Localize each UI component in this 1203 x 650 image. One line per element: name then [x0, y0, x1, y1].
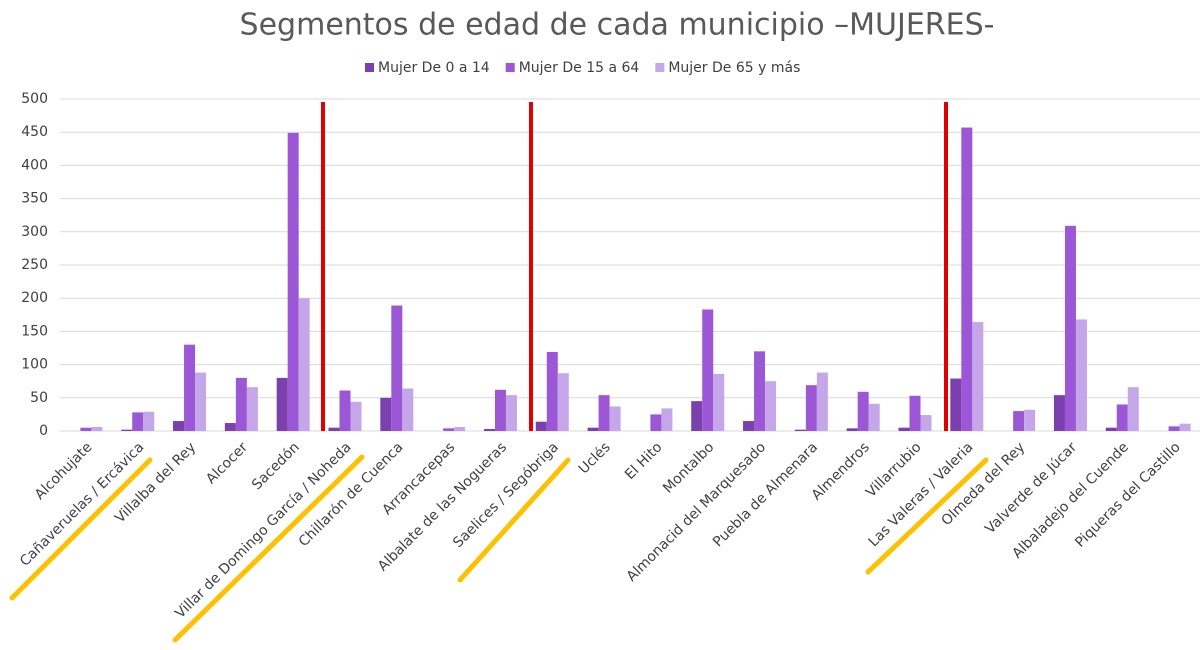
bar: [805, 385, 817, 431]
y-tick-label: 50: [30, 390, 48, 406]
bar: [143, 411, 155, 431]
bar: [505, 395, 517, 431]
bar: [1127, 387, 1139, 431]
bar: [713, 373, 725, 431]
bar: [380, 397, 392, 431]
bar: [587, 427, 599, 431]
plot-area: 050100150200250300350400450500Alcohujate…: [17, 91, 1200, 622]
bar: [246, 387, 258, 431]
bar: [328, 427, 340, 431]
bar: [598, 395, 610, 431]
bar: [298, 298, 310, 431]
bar: [1105, 427, 1117, 431]
bar: [846, 428, 858, 431]
bar: [754, 351, 766, 431]
bar: [454, 427, 466, 431]
annotations: [9, 102, 989, 643]
x-tick-label: Piqueras del Castillo: [1072, 439, 1184, 551]
bar: [443, 428, 455, 431]
bar: [535, 421, 547, 431]
x-tick-label: Uclés: [576, 439, 614, 477]
legend-swatch: [505, 63, 515, 72]
bar: [557, 373, 569, 431]
bar: [173, 421, 185, 431]
x-tick-label: Las Valeras / Valeria: [866, 439, 977, 550]
bar: [350, 401, 362, 431]
bar: [1179, 423, 1191, 431]
bar: [132, 412, 144, 431]
x-tick-label: Alcocer: [203, 439, 251, 487]
y-tick-label: 150: [21, 323, 48, 339]
x-tick-label: Sacedón: [249, 439, 303, 493]
bar: [1053, 395, 1065, 431]
y-tick-label: 500: [21, 91, 48, 107]
bar: [898, 427, 910, 431]
bar: [1116, 404, 1128, 431]
legend: Mujer De 0 a 14 Mujer De 15 a 64 Mujer De …: [365, 60, 800, 76]
bar: [868, 403, 880, 431]
x-tick-label: Valverde de Júcar: [982, 439, 1080, 537]
y-tick-label: 450: [21, 124, 48, 140]
highlight-stroke: [865, 457, 989, 575]
y-tick-label: 250: [21, 257, 48, 273]
bar: [1013, 411, 1025, 431]
y-tick-label: 300: [21, 224, 48, 240]
bar: [235, 377, 247, 431]
bar: [691, 401, 703, 431]
y-tick-label: 200: [21, 290, 48, 306]
bar: [287, 132, 299, 431]
bar: [743, 421, 755, 431]
x-tick-label: Chillarón de Cuenca: [296, 439, 407, 550]
x-tick-label: El Hito: [622, 439, 666, 483]
legend-swatch: [365, 63, 374, 72]
legend-label: Mujer De 65 y más: [668, 60, 800, 76]
bar: [816, 372, 828, 431]
bar: [702, 309, 714, 431]
bar: [224, 423, 236, 431]
highlight-stroke: [9, 457, 153, 601]
highlight-stroke: [457, 457, 571, 583]
highlight-stroke: [172, 454, 365, 643]
bar: [972, 322, 984, 431]
bar: [546, 351, 558, 431]
bar: [661, 408, 673, 431]
bar: [765, 381, 777, 431]
bar: [1024, 409, 1036, 431]
y-tick-label: 0: [39, 423, 48, 439]
legend-label: Mujer De 0 a 14: [378, 60, 490, 76]
y-tick-label: 350: [21, 191, 48, 207]
x-tick-label: Puebla de Almenara: [710, 439, 821, 550]
bar: [494, 389, 506, 431]
bar: [391, 305, 403, 431]
bar: [650, 414, 662, 431]
bar: [609, 406, 621, 431]
legend-swatch: [655, 63, 665, 72]
y-tick-label: 400: [21, 157, 48, 173]
bar: [276, 377, 288, 431]
bar: [920, 415, 932, 431]
bar: [91, 427, 103, 431]
bar: [794, 429, 806, 431]
bar: [857, 391, 869, 431]
bar: [1075, 319, 1087, 431]
bar: [483, 429, 495, 431]
chart-title: Segmentos de edad de cada municipio –MUJ…: [240, 8, 995, 43]
bar: [195, 372, 207, 431]
bar: [1168, 426, 1180, 431]
y-tick-label: 100: [21, 357, 48, 373]
bar: [184, 344, 196, 431]
bar: [339, 390, 351, 431]
bar: [961, 127, 973, 431]
bar: [121, 429, 133, 431]
bar: [80, 427, 92, 431]
bar: [402, 388, 414, 431]
legend-label: Mujer De 15 a 64: [519, 60, 640, 76]
bar: [909, 395, 921, 431]
x-tick-label: Saelices / Segóbriga: [450, 439, 562, 551]
bar: [1064, 225, 1076, 431]
bar: [950, 378, 962, 431]
